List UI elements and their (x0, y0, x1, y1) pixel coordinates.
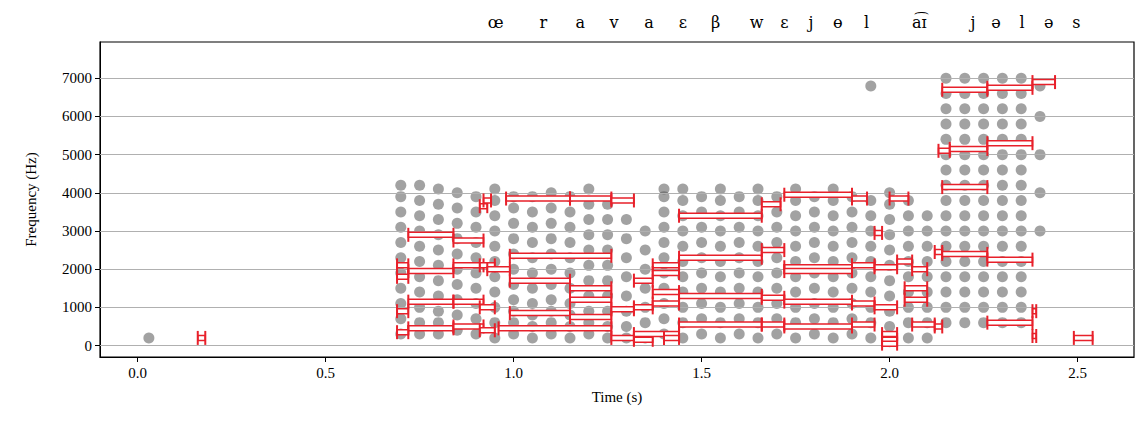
svg-text:2.5: 2.5 (1068, 365, 1087, 381)
svg-text:1000: 1000 (62, 299, 92, 315)
svg-text:2.0: 2.0 (880, 365, 899, 381)
svg-text:ɵ: ɵ (833, 13, 843, 32)
svg-text:a: a (644, 13, 654, 32)
svg-text:a: a (575, 13, 585, 32)
svg-text:a͡ɪ: a͡ɪ (912, 12, 930, 32)
svg-text:ɛ: ɛ (679, 13, 687, 32)
svg-text:β: β (711, 13, 720, 32)
svg-text:r: r (539, 13, 547, 32)
svg-text:0.5: 0.5 (316, 365, 335, 381)
svg-text:j: j (807, 13, 814, 32)
svg-text:ə: ə (1044, 13, 1053, 32)
svg-text:7000: 7000 (62, 70, 92, 86)
svg-text:ə: ə (991, 13, 1000, 32)
svg-text:2000: 2000 (62, 261, 92, 277)
svg-text:ɛ: ɛ (780, 13, 788, 32)
svg-text:Time (s): Time (s) (592, 389, 643, 406)
svg-text:Frequency (Hz): Frequency (Hz) (23, 152, 40, 247)
svg-text:3000: 3000 (62, 223, 92, 239)
svg-text:5000: 5000 (62, 147, 92, 163)
svg-text:6000: 6000 (62, 108, 92, 124)
svg-text:l: l (864, 13, 869, 32)
svg-text:l: l (1019, 13, 1024, 32)
svg-text:0.0: 0.0 (128, 365, 147, 381)
svg-text:œ: œ (488, 13, 504, 32)
svg-text:4000: 4000 (62, 185, 92, 201)
svg-text:v: v (608, 13, 618, 32)
svg-text:j: j (969, 13, 976, 32)
svg-text:1.5: 1.5 (692, 365, 711, 381)
svg-text:1.0: 1.0 (504, 365, 523, 381)
svg-text:0: 0 (85, 338, 93, 354)
svg-text:s: s (1072, 13, 1080, 32)
svg-text:w: w (750, 13, 764, 32)
